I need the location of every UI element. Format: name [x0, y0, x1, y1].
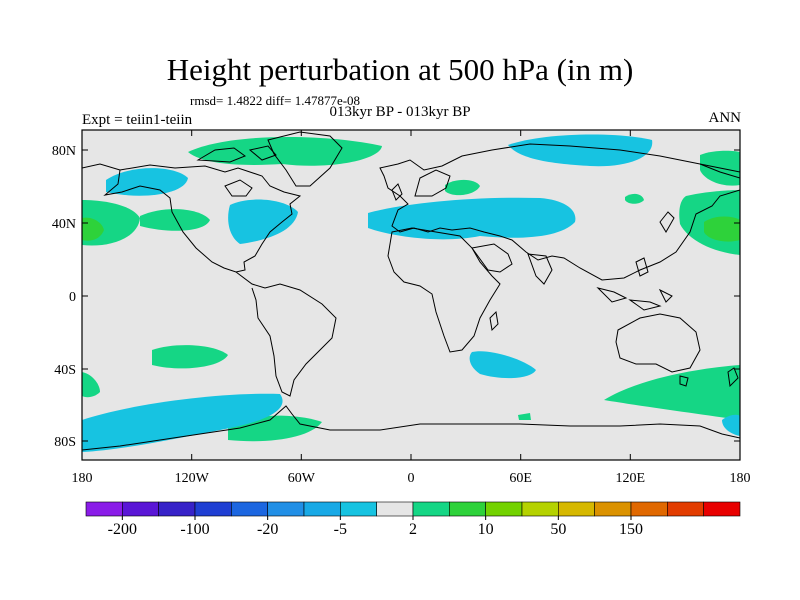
map-subtitle: 013kyr BP - 013kyr BP [329, 104, 471, 120]
colorbar: -200 -100 -20 -5 2 10 50 150 [85, 501, 741, 538]
colorbar-swatch [340, 501, 377, 517]
colorbar-label: 150 [619, 521, 643, 538]
experiment-label: Expt = teiin1-teiin [82, 112, 193, 128]
colorbar-swatch [376, 501, 414, 517]
colorbar-swatch [594, 501, 632, 517]
stats-label: rmsd= 1.4822 diff= 1.47877e-08 [190, 93, 361, 108]
colorbar-label: 50 [550, 521, 566, 538]
lon-tick-label: 0 [408, 471, 415, 486]
colorbar-label: -5 [334, 521, 347, 538]
longitude-axis: 180 120W 60W 0 60E 120E 180 [72, 130, 751, 486]
colorbar-label: -100 [180, 521, 209, 538]
colorbar-swatch [85, 501, 123, 517]
colorbar-label: -200 [108, 521, 137, 538]
lon-tick-label: 180 [72, 471, 93, 486]
colorbar-swatch [630, 501, 668, 517]
colorbar-swatch [703, 501, 741, 517]
coastlines [82, 131, 740, 451]
lat-tick-label: 0 [69, 290, 76, 305]
map-title: Height perturbation at 500 hPa (in m) [166, 52, 634, 87]
colorbar-swatch [303, 501, 341, 517]
lon-tick-label: 120W [175, 471, 210, 486]
lat-tick-label: 40S [54, 363, 76, 378]
colorbar-label: -20 [257, 521, 278, 538]
colorbar-swatch [122, 501, 159, 517]
colorbar-swatch [194, 501, 232, 517]
colorbar-label: 10 [478, 521, 494, 538]
colorbar-swatch [485, 501, 523, 517]
colorbar-swatch [667, 501, 704, 517]
colorbar-swatch [449, 501, 486, 517]
lat-tick-label: 80N [52, 144, 76, 159]
map-plot [82, 130, 740, 460]
latitude-axis: 80N 40N 0 40S 80S [52, 144, 740, 450]
colorbar-swatch [558, 501, 595, 517]
lat-tick-label: 40N [52, 217, 76, 232]
lon-tick-label: 180 [730, 471, 751, 486]
colorbar-swatch [267, 501, 305, 517]
colorbar-swatch [412, 501, 450, 517]
season-label: ANN [708, 110, 742, 126]
colorbar-swatch [231, 501, 268, 517]
lon-tick-label: 120E [616, 471, 646, 486]
colorbar-swatch [521, 501, 559, 517]
colorbar-label: 2 [409, 521, 417, 538]
lat-tick-label: 80S [54, 435, 76, 450]
colorbar-swatch [158, 501, 196, 517]
lon-tick-label: 60E [509, 471, 532, 486]
lon-tick-label: 60W [288, 471, 316, 486]
